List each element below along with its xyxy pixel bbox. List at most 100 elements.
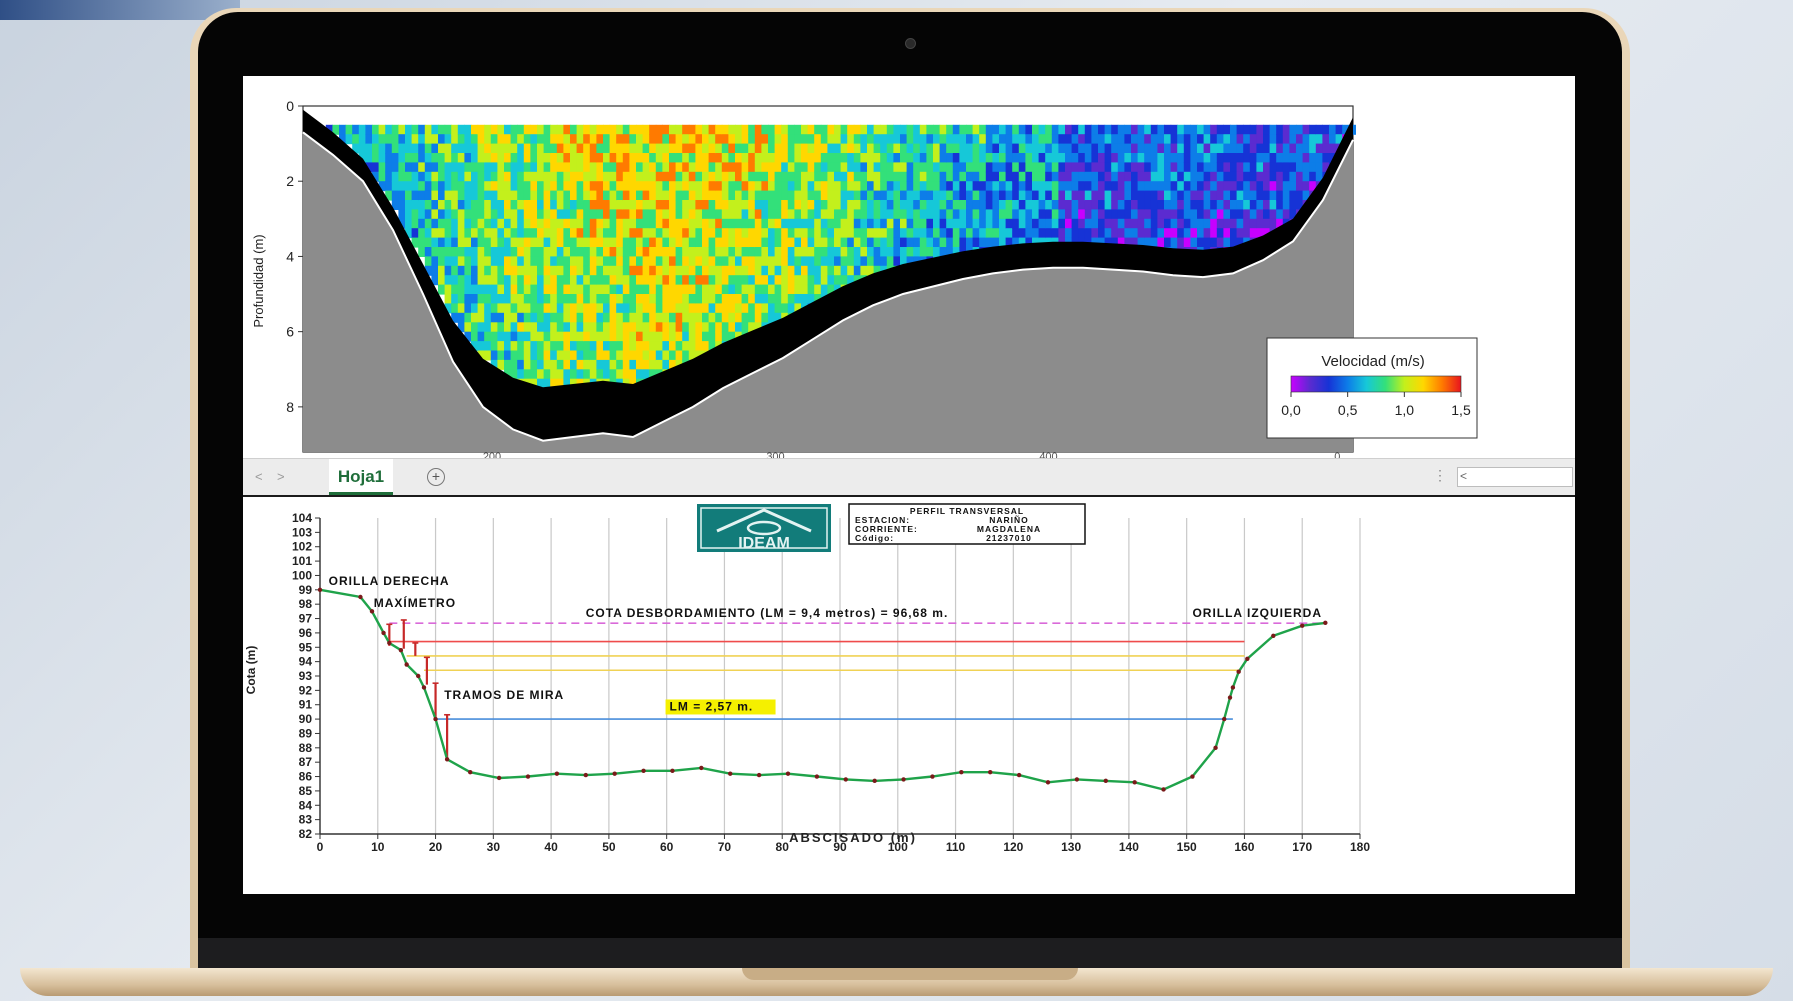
velocity-cell <box>827 218 835 229</box>
velocity-cell <box>688 171 696 182</box>
velocity-cell <box>834 143 842 154</box>
velocity-cell <box>847 275 855 286</box>
velocity-cell <box>682 331 690 342</box>
velocity-cell <box>1131 228 1139 239</box>
velocity-cell <box>814 153 822 163</box>
velocity-cell <box>979 134 987 145</box>
velocity-cell <box>1111 162 1119 173</box>
velocity-cell <box>530 294 538 304</box>
velocity-cell <box>477 237 485 248</box>
velocity-cell <box>781 143 789 154</box>
velocity-cell <box>1276 124 1284 135</box>
velocity-cell <box>457 284 465 295</box>
velocity-cell <box>972 143 980 154</box>
velocity-cell <box>807 143 815 154</box>
velocity-cell <box>464 181 472 192</box>
scroll-left-button[interactable]: < <box>1460 469 1468 483</box>
velocity-cell <box>339 124 347 135</box>
velocity-cell <box>622 369 630 380</box>
velocity-cell <box>946 124 954 135</box>
sheet-tab-bar: < > Hoja1 + ⋮ < <box>243 458 1575 497</box>
velocity-cell <box>1032 134 1040 145</box>
velocity-cell <box>504 181 512 192</box>
velocity-cell <box>629 143 637 154</box>
velocity-cell <box>583 209 591 220</box>
velocity-cell <box>655 190 663 201</box>
velocity-cell <box>1065 153 1073 163</box>
velocity-cell <box>523 162 531 173</box>
velocity-cell <box>834 228 842 239</box>
velocity-cell <box>834 124 842 135</box>
velocity-cell <box>655 275 663 286</box>
velocity-cell <box>596 162 604 173</box>
velocity-cell <box>886 228 894 239</box>
horizontal-scrollbar[interactable]: < <box>1457 467 1573 487</box>
velocity-cell <box>1137 171 1145 182</box>
profile-point <box>641 768 646 773</box>
prev-sheet-button[interactable]: < <box>255 469 263 484</box>
velocity-cell <box>438 134 446 145</box>
velocity-cell <box>748 153 756 163</box>
velocity-cell <box>642 331 650 342</box>
add-sheet-button[interactable]: + <box>427 468 445 486</box>
velocity-cell <box>1296 162 1304 173</box>
velocity-cell <box>471 322 479 333</box>
velocity-cell <box>431 218 439 229</box>
profile-x-axis-label: ABSCISADO (m) <box>789 830 917 845</box>
velocity-cell <box>1098 209 1106 220</box>
velocity-cell <box>814 284 822 295</box>
velocity-cell <box>517 124 525 135</box>
velocity-cell <box>517 247 525 257</box>
velocity-cell <box>550 303 558 314</box>
velocity-cell <box>537 256 545 267</box>
velocity-cell <box>1012 237 1020 248</box>
next-sheet-button[interactable]: > <box>277 469 285 484</box>
velocity-cell <box>761 294 769 304</box>
velocity-cell <box>781 303 789 314</box>
velocity-cell <box>1223 143 1231 154</box>
velocity-cell <box>398 171 406 182</box>
velocity-cell <box>642 256 650 267</box>
tab-hoja1[interactable]: Hoja1 <box>329 459 393 495</box>
profile-annotation: ORILLA IZQUIERDA <box>1192 606 1322 620</box>
velocity-cell <box>774 124 782 135</box>
velocity-cell <box>1269 181 1277 192</box>
velocity-cell <box>616 331 624 342</box>
velocity-cell <box>1025 162 1033 173</box>
velocity-cell <box>1051 124 1059 135</box>
velocity-cell <box>999 218 1007 229</box>
velocity-cell <box>1058 181 1066 192</box>
velocity-cell <box>1071 171 1079 182</box>
velocity-cell <box>695 341 703 352</box>
velocity-cell <box>847 143 855 154</box>
velocity-cell <box>675 312 683 323</box>
velocity-cell <box>1124 124 1132 135</box>
velocity-cell <box>814 265 822 276</box>
velocity-cell <box>873 237 881 248</box>
velocity-cell <box>484 265 492 276</box>
velocity-cell <box>563 265 571 276</box>
velocity-cell <box>497 359 505 370</box>
velocity-cell <box>1230 190 1238 201</box>
velocity-cell <box>1243 171 1251 182</box>
velocity-cell <box>464 312 472 323</box>
velocity-cell <box>543 153 551 163</box>
velocity-cell <box>444 143 452 154</box>
velocity-cell <box>873 247 881 257</box>
velocity-cell <box>985 209 993 220</box>
velocity-cell <box>1249 162 1257 173</box>
velocity-cell <box>497 200 505 210</box>
velocity-cell <box>1170 162 1178 173</box>
velocity-cell <box>781 228 789 239</box>
velocity-cell <box>814 162 822 173</box>
velocity-cell <box>1117 200 1125 210</box>
velocity-cell <box>517 284 525 295</box>
info-label: PERFIL TRANSVERSAL <box>910 506 1024 516</box>
velocity-cell <box>1045 124 1053 135</box>
velocity-cell <box>642 294 650 304</box>
velocity-cell <box>735 171 743 182</box>
velocity-cell <box>933 143 941 154</box>
velocity-cell <box>365 162 373 173</box>
more-options-icon[interactable]: ⋮ <box>1433 467 1447 483</box>
velocity-cell <box>537 209 545 220</box>
